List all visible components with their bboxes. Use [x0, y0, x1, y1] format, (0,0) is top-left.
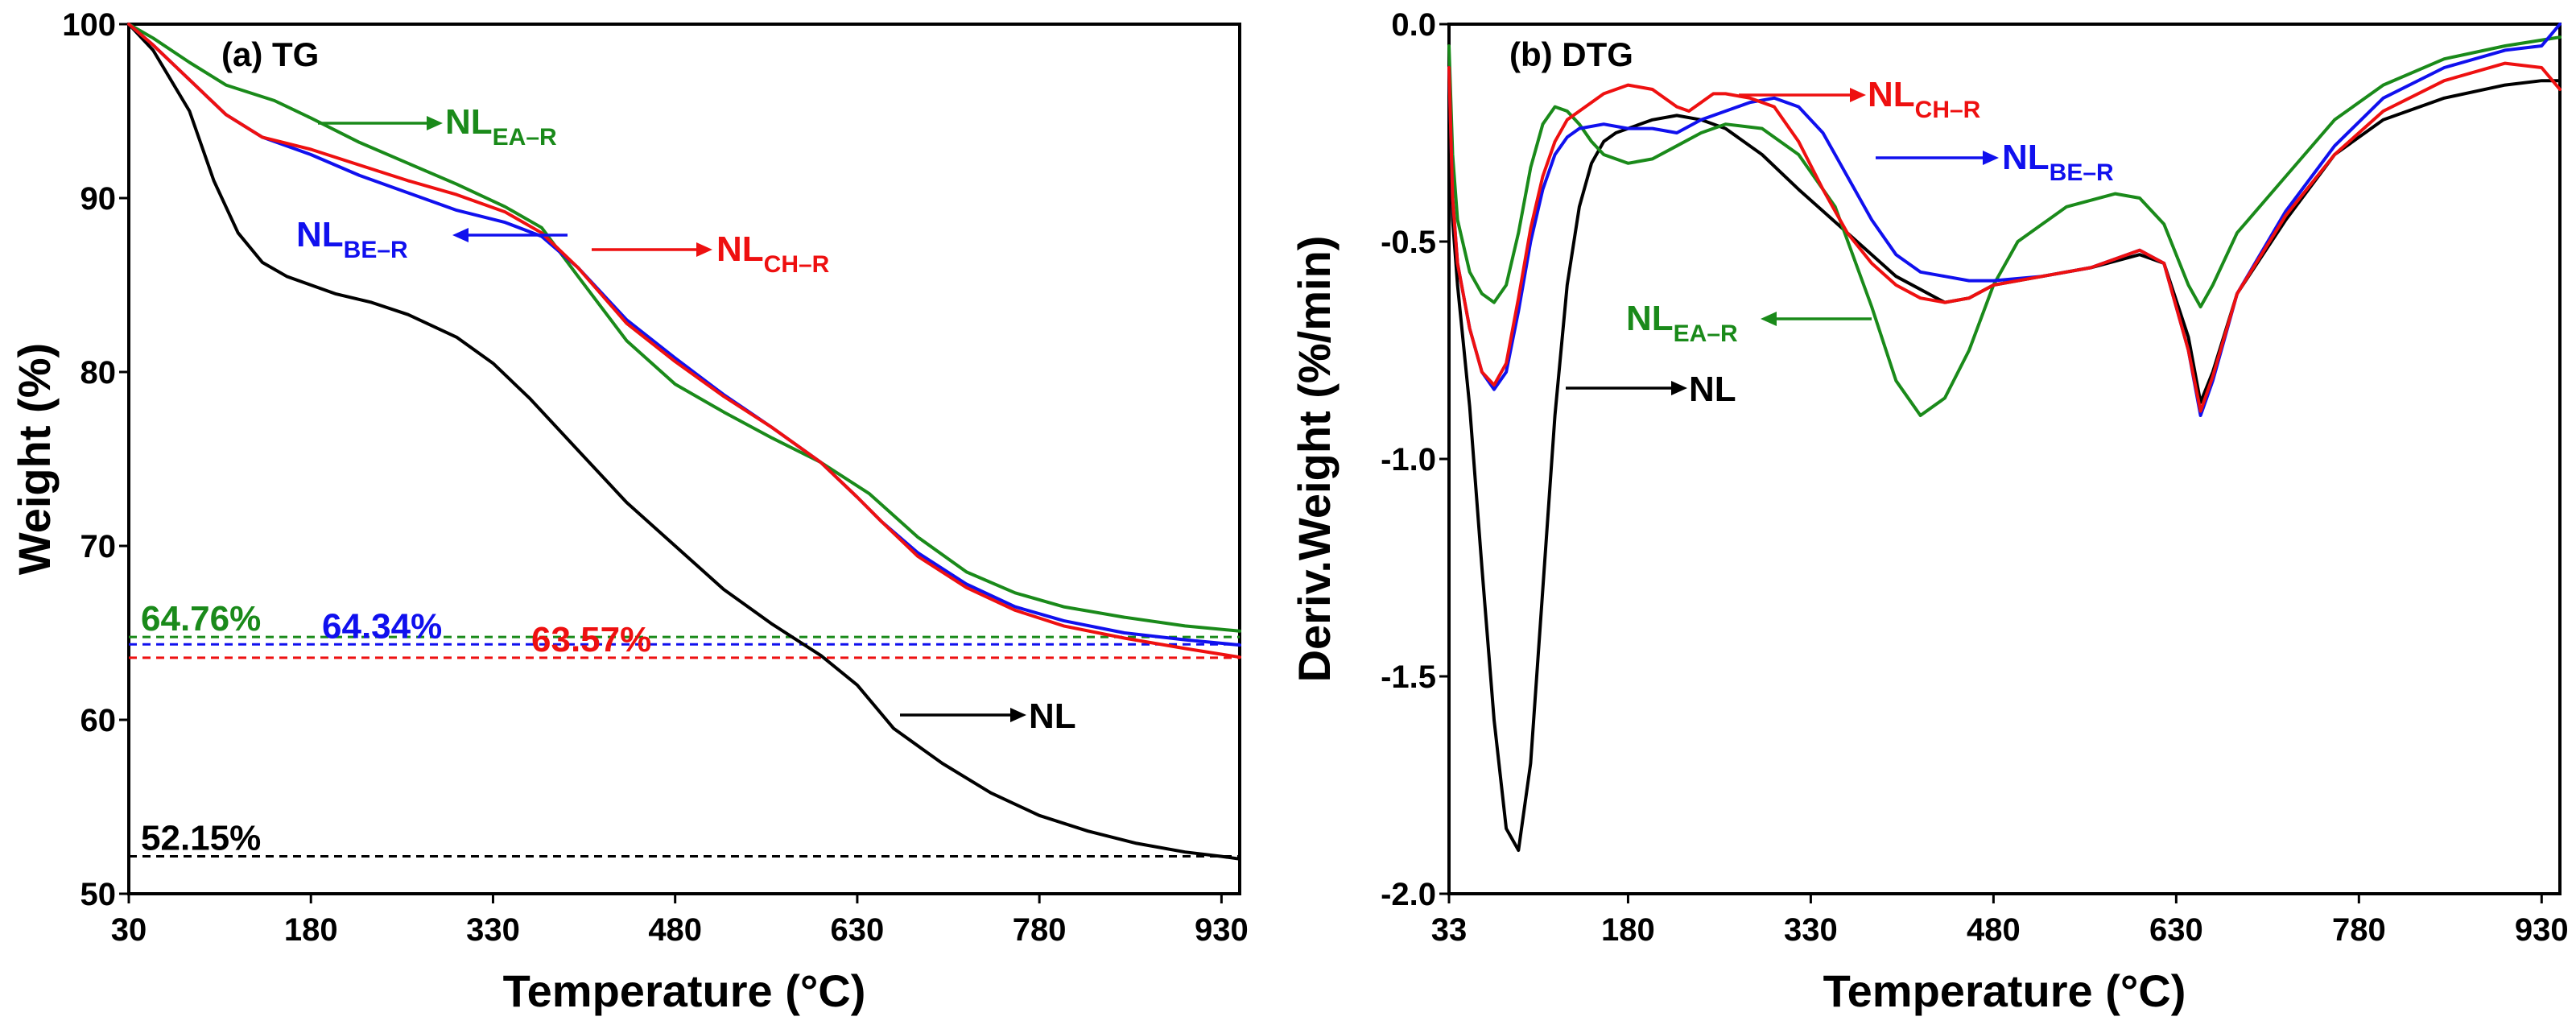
dtg-x-tick-label: 630: [2149, 912, 2203, 948]
tg-chart-title: (a) TG: [221, 35, 319, 73]
tg-baselines: 64.76% 64.34% 63.57% 52.15%: [129, 599, 1240, 858]
tg-label-ea-r-sub: EA–R: [493, 124, 557, 151]
dtg-annotation-ch-r: NLCH–R: [1739, 75, 1981, 123]
tg-ticks: 30 180 330 480 630 780 930 50 60 70 80 90 100: [62, 7, 1249, 948]
tg-label-ch-r-sub: CH–R: [764, 251, 830, 278]
tg-panel: 30 180 330 480 630 780 930 50 60 70 80 90 100 64.76%…: [9, 7, 1249, 1016]
tg-annotation-nl: NL: [900, 696, 1076, 736]
tg-baseline-label-nl-ch-r: 63.57%: [531, 620, 651, 659]
tg-label-ea-r-base: NL: [445, 102, 493, 142]
tg-y-tick-label: 70: [80, 529, 117, 564]
dtg-chart-title: (b) DTG: [1509, 35, 1633, 73]
tg-label-ch-r-base: NL: [716, 229, 764, 269]
dtg-annotation-be-r: NLBE–R: [1876, 138, 2114, 186]
tg-x-axis-label: Temperature (°C): [503, 965, 866, 1016]
tg-y-tick-label: 80: [80, 355, 117, 391]
tg-x-tick-label: 780: [1013, 912, 1067, 948]
dtg-label-ch-r-sub: CH–R: [1915, 97, 1981, 123]
dtg-y-tick-label: -1.0: [1381, 442, 1436, 477]
dtg-annotation-ea-r: NLEA–R: [1626, 299, 1872, 347]
dtg-y-tick-label: -0.5: [1381, 225, 1436, 260]
tg-label-be-r-base: NL: [296, 215, 344, 254]
dtg-x-tick-label: 480: [1967, 912, 2021, 948]
dtg-annotation-nl: NL: [1566, 370, 1736, 409]
tg-x-tick-label: 630: [831, 912, 885, 948]
tg-annotation-ch-r: NLCH–R: [592, 229, 830, 278]
tg-series-line-nl: [127, 23, 1241, 861]
dtg-x-tick-label: 33: [1431, 912, 1468, 948]
tg-label-nl: NL: [1029, 696, 1076, 736]
tg-y-tick-label: 60: [80, 703, 117, 738]
tg-x-tick-label: 30: [111, 912, 147, 948]
tg-y-axis-label: Weight (%): [9, 343, 60, 575]
tg-x-tick-label: 930: [1195, 912, 1249, 948]
tg-baseline-label-nl-be-r: 64.34%: [322, 606, 442, 646]
tg-y-tick-label: 90: [80, 181, 117, 217]
svg-text:NLCH–R: NLCH–R: [1868, 75, 1981, 123]
tg-x-tick-label: 180: [284, 912, 338, 948]
tg-series-line-nl-ea-r: [127, 23, 1241, 633]
dtg-x-tick-label: 780: [2332, 912, 2386, 948]
dtg-label-be-r-base: NL: [2002, 138, 2050, 177]
dtg-x-axis-label: Temperature (°C): [1823, 965, 2186, 1016]
tg-series: [127, 23, 1241, 861]
tg-annotation-ea-r: NLEA–R: [318, 102, 557, 151]
dtg-x-tick-label: 330: [1784, 912, 1838, 948]
svg-text:NLCH–R: NLCH–R: [716, 229, 830, 278]
dtg-y-tick-label: 0.0: [1391, 7, 1436, 43]
svg-text:NLEA–R: NLEA–R: [1626, 299, 1738, 347]
tg-y-tick-label: 50: [80, 877, 117, 912]
tg-series-line-nl-ch-r: [127, 23, 1241, 659]
svg-text:NLBE–R: NLBE–R: [296, 215, 408, 263]
dtg-label-nl: NL: [1689, 370, 1736, 409]
dtg-label-be-r-sub: BE–R: [2050, 159, 2114, 186]
dtg-x-tick-label: 930: [2515, 912, 2569, 948]
tg-baseline-label-nl: 52.15%: [141, 819, 261, 858]
svg-text:NLBE–R: NLBE–R: [2002, 138, 2114, 186]
dtg-series: [1447, 23, 2562, 852]
dtg-x-tick-label: 180: [1601, 912, 1655, 948]
dtg-label-ch-r-base: NL: [1868, 75, 1915, 114]
dtg-ticks: 33 180 330 480 630 780 930 -2.0 -1.5 -1.0 -0.5 0.0: [1381, 7, 2569, 948]
dtg-y-tick-label: -1.5: [1381, 659, 1436, 695]
tg-plot-frame: [127, 23, 1241, 895]
dtg-panel: 33 180 330 480 630 780 930-2.0-1.5-1.0-0.50.0 …: [1289, 7, 2569, 1016]
svg-text:NLEA–R: NLEA–R: [445, 102, 557, 151]
tg-y-tick-label: 100: [62, 7, 116, 43]
dtg-series-line-nl-ch-r: [1447, 61, 2562, 413]
dtg-y-tick-label: -2.0: [1381, 877, 1436, 912]
dtg-y-axis-label: Deriv.Weight (%/min): [1289, 236, 1340, 683]
dtg-plot-frame: [1447, 23, 2562, 895]
tg-label-be-r-sub: BE–R: [344, 237, 408, 263]
tg-x-tick-label: 480: [648, 912, 702, 948]
tg-annotation-be-r: NLBE–R: [296, 215, 568, 263]
dtg-label-ea-r-sub: EA–R: [1674, 320, 1738, 347]
tg-baseline-label-nl-ea-r: 64.76%: [141, 599, 261, 639]
dtg-label-ea-r-base: NL: [1626, 299, 1674, 338]
tg-x-tick-label: 330: [466, 912, 520, 948]
